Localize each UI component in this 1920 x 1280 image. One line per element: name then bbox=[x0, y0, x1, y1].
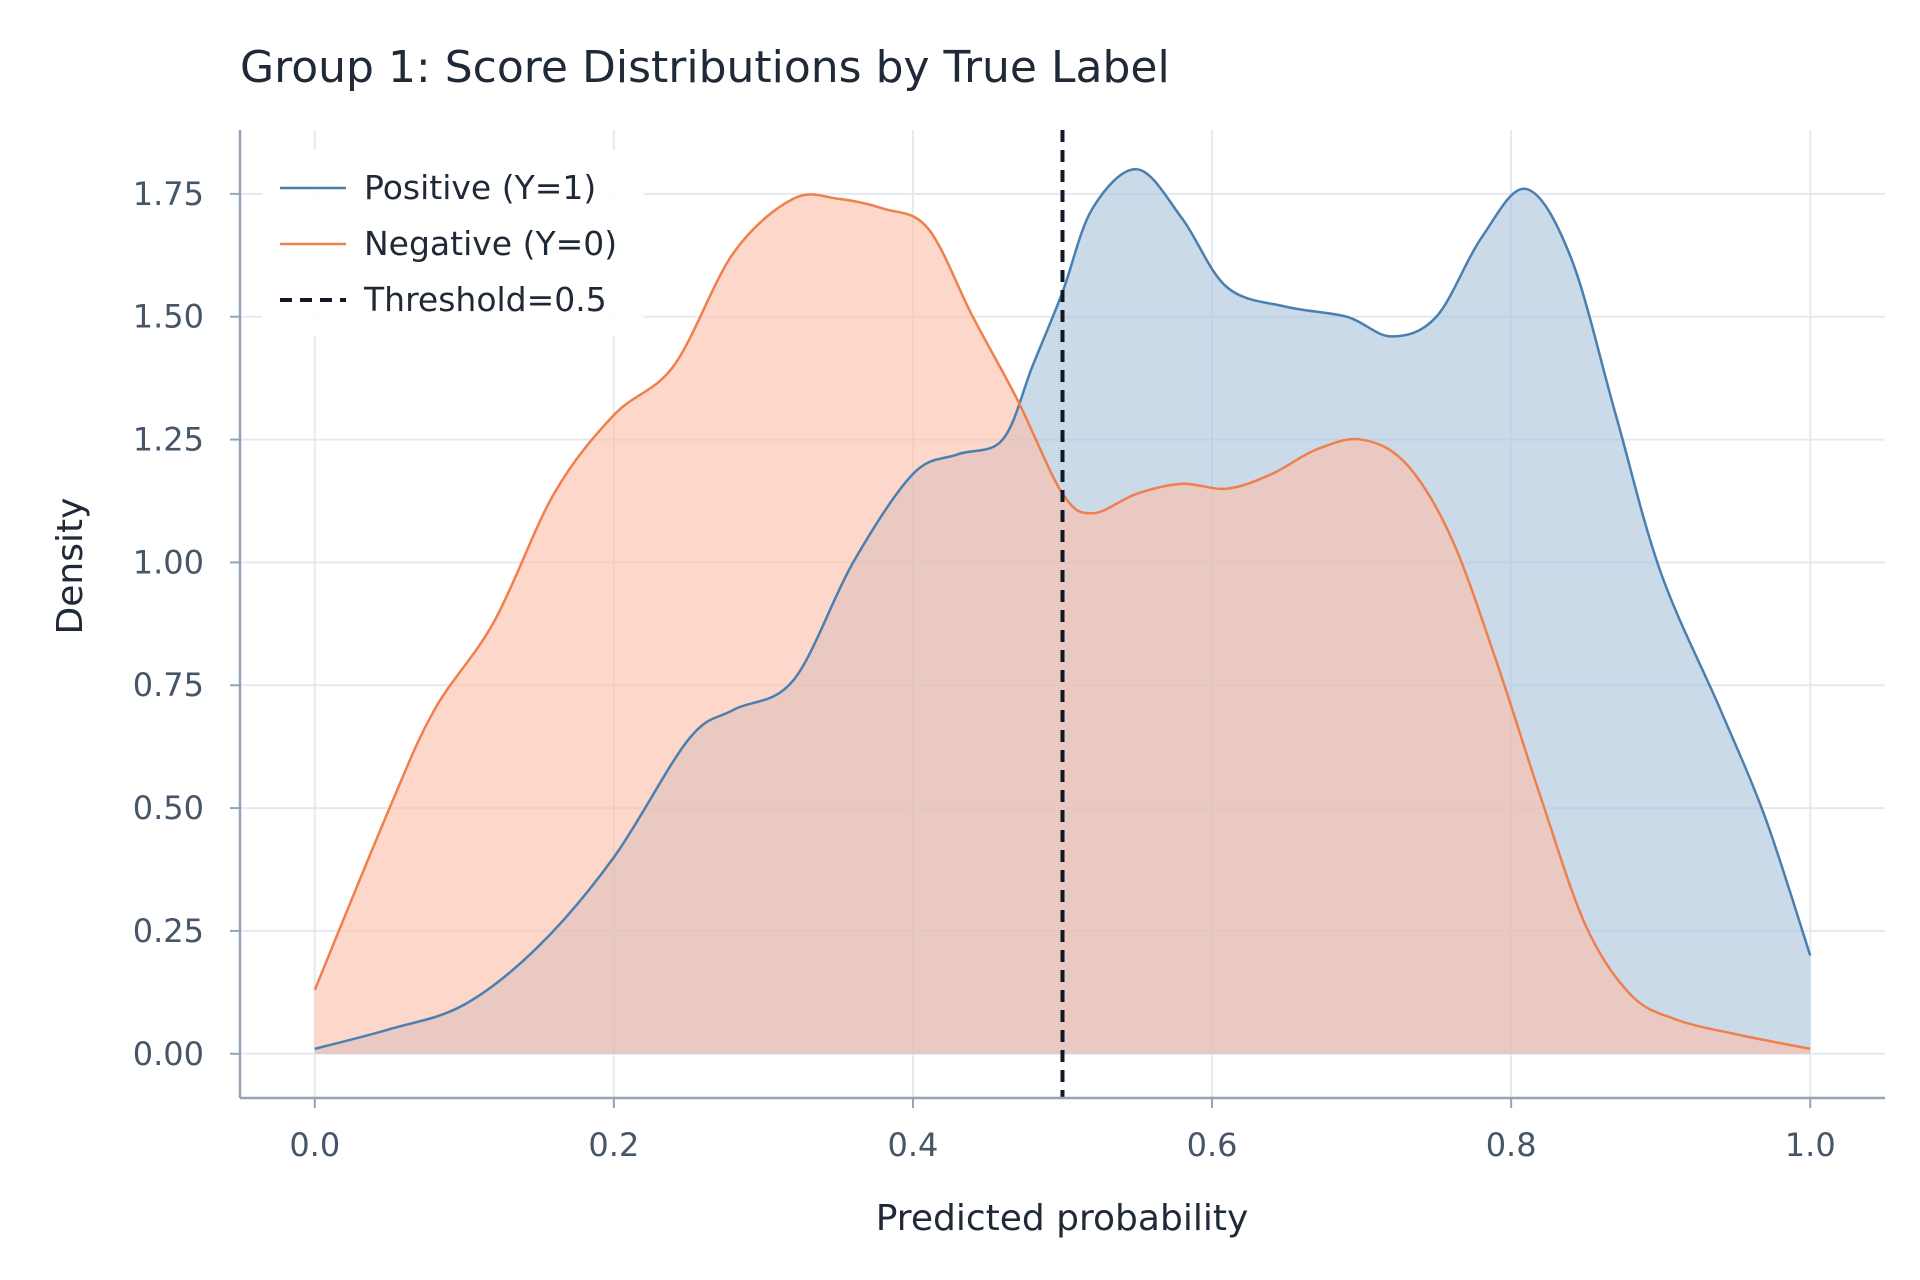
legend-label-threshold: Threshold=0.5 bbox=[363, 280, 607, 319]
axes bbox=[230, 130, 1885, 1108]
density-line-series-0 bbox=[314, 168, 1812, 1051]
legend-label-negative: Negative (Y=0) bbox=[364, 224, 617, 263]
y-tick-label: 1.25 bbox=[133, 421, 204, 459]
x-tick-label: 0.4 bbox=[888, 1126, 939, 1164]
x-tick-label: 0.8 bbox=[1486, 1126, 1537, 1164]
x-axis-title: Predicted probability bbox=[876, 1198, 1249, 1239]
x-tick-label: 0.2 bbox=[588, 1126, 639, 1164]
legend-label-positive: Positive (Y=1) bbox=[364, 168, 596, 207]
density-line-series-1 bbox=[313, 193, 1811, 1051]
y-tick-label: 0.00 bbox=[133, 1035, 204, 1073]
y-axis-title: Density bbox=[50, 498, 91, 635]
y-tick-label: 0.25 bbox=[133, 912, 204, 950]
x-tick-label: 0.6 bbox=[1187, 1126, 1238, 1164]
tick-labels: 0.0 0.2 0.4 0.6 0.8 1.0 0.00 0.25 0.50 0.75 1.00 1.… bbox=[133, 175, 1836, 1164]
y-tick-label: 0.75 bbox=[133, 666, 204, 704]
y-tick-label: 1.75 bbox=[133, 175, 204, 213]
density-area-series-1 bbox=[314, 194, 1811, 1054]
y-tick-label: 1.00 bbox=[133, 543, 204, 581]
chart-title: Group 1: Score Distributions by True Lab… bbox=[240, 42, 1170, 93]
y-tick-label: 0.50 bbox=[133, 789, 204, 827]
x-tick-label: 1.0 bbox=[1785, 1126, 1836, 1164]
legend: Positive (Y=1) Negative (Y=0) Threshold=… bbox=[262, 150, 644, 336]
y-tick-label: 1.50 bbox=[133, 298, 204, 336]
x-tick-label: 0.0 bbox=[289, 1126, 340, 1164]
